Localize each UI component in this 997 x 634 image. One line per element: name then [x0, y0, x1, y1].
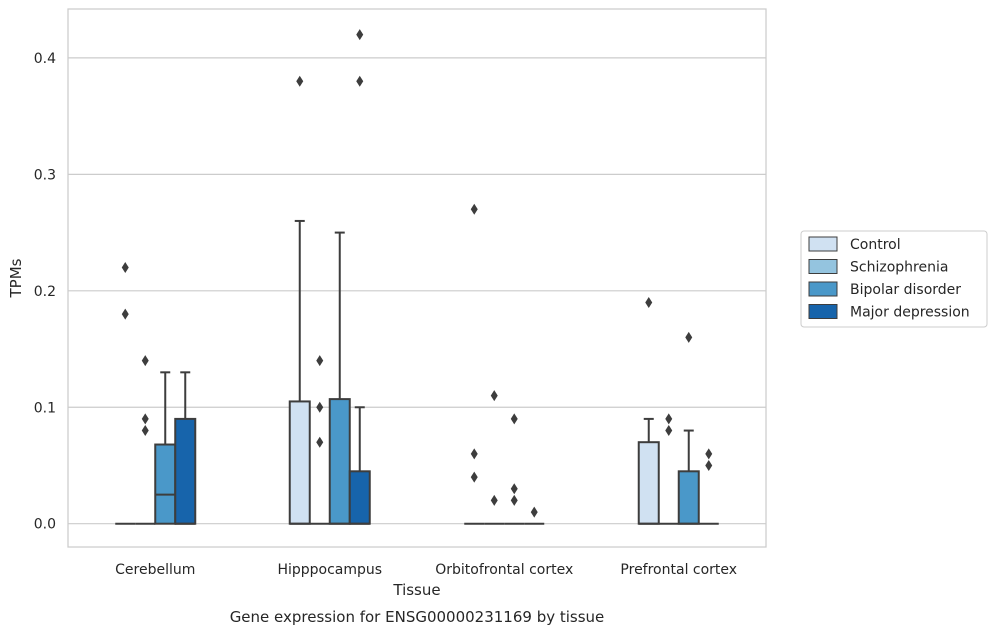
outlier-point	[665, 425, 673, 437]
outlier-point	[470, 471, 478, 483]
box-group	[135, 355, 156, 525]
legend-label: Schizophrenia	[850, 260, 948, 276]
outlier-point	[316, 436, 324, 448]
legend-swatch	[808, 236, 838, 252]
x-tick-label: Cerebellum	[115, 562, 195, 578]
x-axis-label: Tissue	[392, 581, 440, 599]
box-group	[677, 331, 700, 525]
y-axis-label: TPMs	[7, 258, 25, 298]
box-group	[524, 506, 545, 525]
outlier-point	[356, 75, 364, 87]
legend: Control Schizophrenia Bipolar disorder Majo…	[800, 230, 988, 328]
x-tick-labels: Cerebellum Hipppocampus Orbitofrontal cort…	[115, 562, 737, 578]
box-group	[348, 29, 371, 525]
box-group	[658, 413, 679, 525]
outlier-point	[141, 355, 149, 367]
outlier-point	[356, 29, 364, 41]
y-tick-label: 0.4	[34, 51, 56, 67]
x-tick-label: Prefrontal cortex	[620, 562, 737, 578]
legend-frame	[800, 230, 988, 328]
legend-label: Bipolar disorder	[850, 282, 961, 298]
box	[154, 443, 177, 525]
outlier-point	[645, 296, 653, 308]
box-group	[174, 371, 197, 525]
box-group	[288, 75, 311, 525]
outlier-point	[296, 75, 304, 87]
outlier-point	[141, 425, 149, 437]
box	[174, 417, 197, 525]
outlier-point	[490, 390, 498, 402]
y-tick-labels: 0.0 0.1 0.2 0.3 0.4	[34, 51, 56, 533]
outlier-point	[316, 401, 324, 413]
outlier-point	[705, 459, 713, 471]
legend-swatch	[808, 281, 838, 297]
box	[288, 400, 311, 525]
outlier-point	[121, 308, 129, 320]
box	[637, 441, 660, 525]
y-tick-label: 0.2	[34, 284, 56, 300]
outlier-point	[510, 483, 518, 495]
box-group	[504, 413, 525, 525]
outlier-point	[470, 448, 478, 460]
outlier-point	[705, 448, 713, 460]
legend-swatch	[808, 259, 838, 274]
x-tick-label: Hipppocampus	[277, 562, 382, 578]
box-group	[154, 371, 177, 525]
y-tick-label: 0.3	[34, 167, 56, 183]
outlier-point	[121, 262, 129, 274]
box	[328, 398, 351, 525]
box-group	[698, 448, 719, 525]
outlier-point	[141, 413, 149, 425]
outlier-point	[490, 494, 498, 506]
box-group	[484, 390, 505, 525]
outlier-point	[470, 203, 478, 215]
box-plots	[115, 29, 719, 525]
box-group	[309, 355, 330, 525]
legend-swatch	[808, 304, 838, 319]
box-group	[464, 203, 485, 525]
legend-label: Control	[850, 237, 901, 253]
x-tick-label: Orbitofrontal cortex	[435, 562, 573, 578]
outlier-point	[316, 355, 324, 367]
box	[677, 470, 700, 525]
box	[348, 470, 371, 525]
outlier-point	[510, 494, 518, 506]
outlier-point	[665, 413, 673, 425]
chart-caption: Gene expression for ENSG00000231169 by t…	[230, 608, 605, 626]
legend-label: Major depression	[850, 305, 970, 321]
outlier-point	[685, 331, 693, 343]
box-group	[328, 231, 351, 525]
outlier-point	[530, 506, 538, 518]
box-group	[637, 296, 660, 525]
outlier-point	[510, 413, 518, 425]
y-tick-label: 0.1	[34, 400, 56, 416]
y-tick-label: 0.0	[34, 517, 56, 533]
plot-frame	[67, 8, 767, 548]
box-group	[115, 262, 136, 525]
